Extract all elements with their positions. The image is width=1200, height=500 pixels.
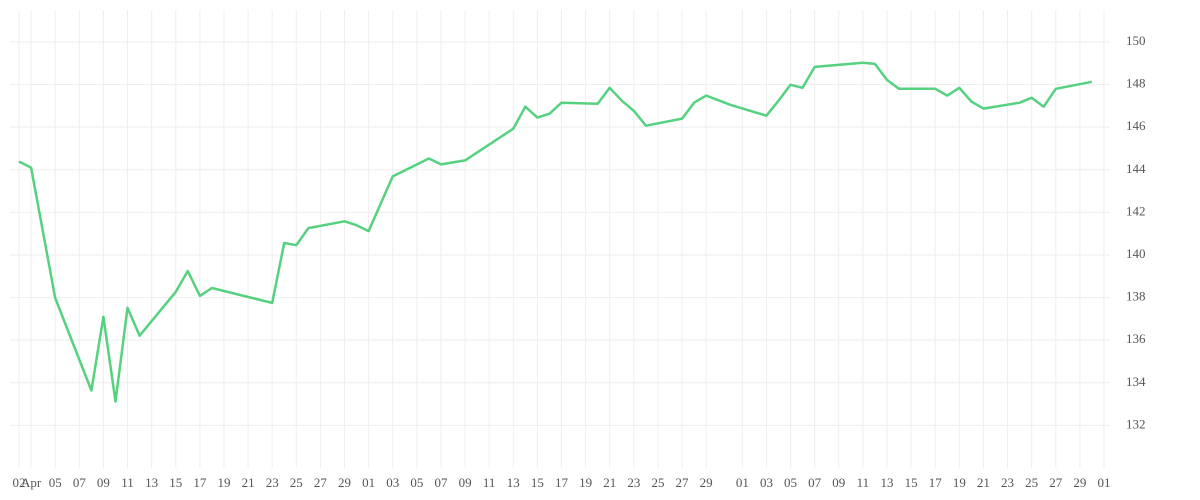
x-tick-label: 13 xyxy=(145,475,158,490)
x-tick-label: 05 xyxy=(49,475,62,490)
x-tick-label: 29 xyxy=(338,475,351,490)
x-tick-label: 13 xyxy=(507,475,520,490)
x-tick-label: Apr xyxy=(21,475,42,490)
x-tick-label: 07 xyxy=(434,475,448,490)
x-tick-label: 25 xyxy=(290,475,303,490)
x-tick-label: 29 xyxy=(1073,475,1086,490)
y-tick-label: 150 xyxy=(1126,33,1146,48)
x-tick-label: 21 xyxy=(977,475,990,490)
x-tick-label: 11 xyxy=(121,475,134,490)
x-tick-label: 19 xyxy=(217,475,230,490)
x-tick-label: 25 xyxy=(651,475,664,490)
x-tick-label: 19 xyxy=(579,475,592,490)
y-tick-label: 138 xyxy=(1126,289,1146,304)
y-tick-label: 144 xyxy=(1126,161,1146,176)
x-tick-label: 07 xyxy=(808,475,822,490)
x-tick-label: 21 xyxy=(242,475,255,490)
x-tick-label: 01 xyxy=(1097,475,1110,490)
x-tick-label: 11 xyxy=(483,475,496,490)
y-tick-label: 140 xyxy=(1126,246,1146,261)
y-tick-label: 148 xyxy=(1126,76,1146,91)
x-tick-label: 23 xyxy=(627,475,640,490)
x-tick-label: 09 xyxy=(97,475,110,490)
y-tick-label: 132 xyxy=(1126,416,1146,431)
x-tick-label: 05 xyxy=(784,475,797,490)
x-tick-label: 09 xyxy=(832,475,845,490)
x-tick-label: 21 xyxy=(603,475,616,490)
x-tick-label: 15 xyxy=(531,475,544,490)
x-tick-label: 29 xyxy=(700,475,713,490)
x-tick-label: 23 xyxy=(266,475,279,490)
x-tick-label: 27 xyxy=(676,475,690,490)
x-tick-label: 25 xyxy=(1025,475,1038,490)
x-tick-label: 11 xyxy=(857,475,870,490)
x-tick-label: 01 xyxy=(362,475,375,490)
x-tick-label: 13 xyxy=(880,475,893,490)
x-tick-label: 17 xyxy=(555,475,569,490)
price-line xyxy=(18,61,1093,403)
x-tick-label: 01 xyxy=(736,475,749,490)
x-tick-label: 15 xyxy=(169,475,182,490)
x-tick-label: 09 xyxy=(459,475,472,490)
x-tick-label: 15 xyxy=(905,475,918,490)
x-tick-label: 17 xyxy=(193,475,207,490)
x-tick-label: 03 xyxy=(760,475,773,490)
x-tick-label: 05 xyxy=(410,475,423,490)
x-tick-label: 19 xyxy=(953,475,966,490)
x-tick-label: 17 xyxy=(929,475,943,490)
y-tick-label: 136 xyxy=(1126,331,1146,346)
y-tick-label: 146 xyxy=(1126,118,1146,133)
x-tick-label: 07 xyxy=(73,475,87,490)
x-tick-label: 27 xyxy=(1049,475,1063,490)
y-tick-label: 134 xyxy=(1126,374,1146,389)
x-tick-label: 27 xyxy=(314,475,328,490)
x-tick-label: 23 xyxy=(1001,475,1014,490)
x-tick-label: 02 xyxy=(13,475,26,490)
x-tick-label: 03 xyxy=(386,475,399,490)
y-tick-label: 142 xyxy=(1126,203,1146,218)
